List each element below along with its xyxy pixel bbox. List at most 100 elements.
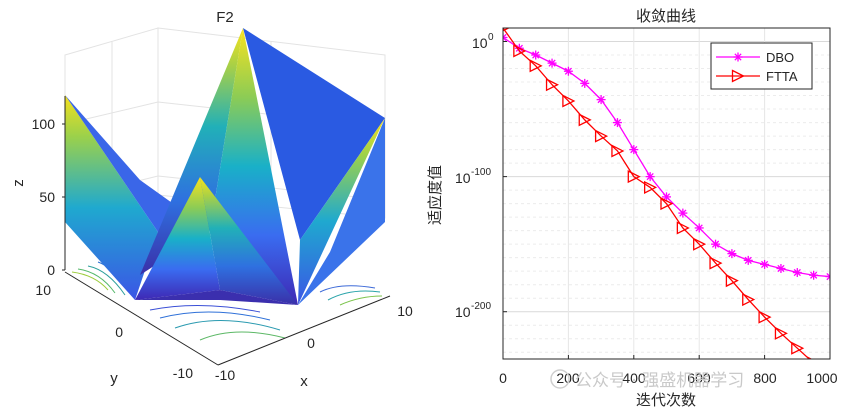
point-ftta [709,256,723,270]
z-tick-1: 50 [39,189,55,205]
surface-title: F2 [216,9,234,26]
marker-stroke [711,240,720,248]
point-ftta [562,94,576,108]
marker-stroke [613,118,622,127]
point-ftta [644,180,658,194]
face-left-front [65,95,158,300]
convergence-panel: 收敛曲线 迭代次数 适应度值 0 200 400 600 800 1000 10… [426,7,838,409]
point-ftta [742,293,756,307]
point-dbo [531,50,541,60]
marker-stroke [734,53,742,61]
x-axis-label: x [300,373,308,390]
point-ftta [693,237,707,251]
legend-label-ftta: FTTA [766,69,798,84]
point-ftta [791,341,805,355]
marker-stroke [826,272,830,278]
convergence-y-label: 适应度值 [426,165,444,225]
z-tick-0: 0 [47,262,55,278]
point-dbo [503,32,508,42]
x-tick-1: 0 [307,335,315,351]
marker-stroke [810,271,818,279]
point-ftta [545,78,560,92]
point-ftta [660,197,674,211]
marker-stroke [564,67,573,75]
point-dbo [711,239,721,249]
cy-tick-2-exp: -200 [471,301,491,312]
cx-tick-5: 1000 [806,370,837,386]
watermark-text: 公众号 · 强盛机器学习 [575,371,744,391]
surface-panel: F2 0 50 100 z 10 0 -10 y -10 0 10 x [10,9,413,390]
face-right-front [298,118,385,305]
cx-tick-3: 600 [687,370,711,386]
point-ftta [611,144,625,158]
series-ftta [503,28,813,359]
series-dbo [503,32,830,282]
cy-tick-1-exp: -100 [471,167,491,178]
marker-stroke [695,224,703,232]
marker-stroke [826,275,830,281]
face-back-peak-left [140,28,243,275]
legend-marker-ftta-shape [731,69,745,83]
point-dbo [547,58,557,68]
cx-tick-1: 200 [556,370,580,386]
point-dbo [580,78,590,88]
x-tick-0: -10 [215,367,235,383]
point-ftta [774,326,788,340]
surface-axes [62,96,391,366]
y-tick-2: 10 [35,282,51,298]
y-tick-0: -10 [173,365,193,381]
marker-stroke [548,59,556,67]
marker-stroke [630,145,638,154]
point-dbo [596,95,606,105]
point-dbo [825,272,830,282]
point-dbo [694,223,704,233]
point-dbo [629,145,639,155]
y-axis-label: y [110,370,118,387]
legend-box [710,42,813,90]
face-back-peak-side [243,28,385,240]
face-front-valley [135,290,298,305]
marker-stroke [532,51,540,59]
legend: DBO FTTA [710,42,813,90]
marker-stroke [662,193,671,201]
legend-marker-dbo-shape [733,52,743,62]
cy-tick-0-exp: 0 [488,32,494,43]
convergence-title: 收敛曲线 [636,7,696,25]
point-dbo [645,172,655,182]
point-dbo [727,249,737,259]
point-dbo [809,270,819,280]
cx-tick-0: 0 [499,370,507,386]
legend-label-dbo: DBO [766,50,794,65]
cy-tick-1: 10 -100 [455,167,491,186]
point-ftta [578,113,592,127]
point-ftta [594,129,609,143]
point-dbo [776,263,786,273]
cy-tick-0-base: 10 [472,35,488,51]
point-dbo [760,259,770,269]
cy-tick-0: 10 0 [472,32,494,51]
x-tick-2: 10 [397,303,413,319]
marker-stroke [581,79,589,88]
cy-tick-1-base: 10 [455,170,471,186]
point-dbo [792,268,802,278]
watermark: 公众号 · 强盛机器学习 [550,369,744,391]
marker-stroke [728,250,736,258]
marker-stroke [503,36,507,42]
cy-tick-2-base: 10 [455,304,471,320]
series-layer [503,28,830,359]
marker-stroke [597,95,605,104]
marker-stroke [503,33,507,39]
point-ftta [758,310,772,324]
point-ftta [529,59,543,73]
axis-ticks [502,41,831,359]
marker-stroke [793,268,801,277]
marker-stroke [760,260,769,269]
point-dbo [612,118,622,128]
point-dbo [743,255,753,265]
point-ftta [725,274,739,288]
z-tick-2: 100 [32,116,56,132]
point-ftta [513,44,527,58]
y-tick-1: 0 [115,324,123,340]
y-gridlines [503,41,830,353]
